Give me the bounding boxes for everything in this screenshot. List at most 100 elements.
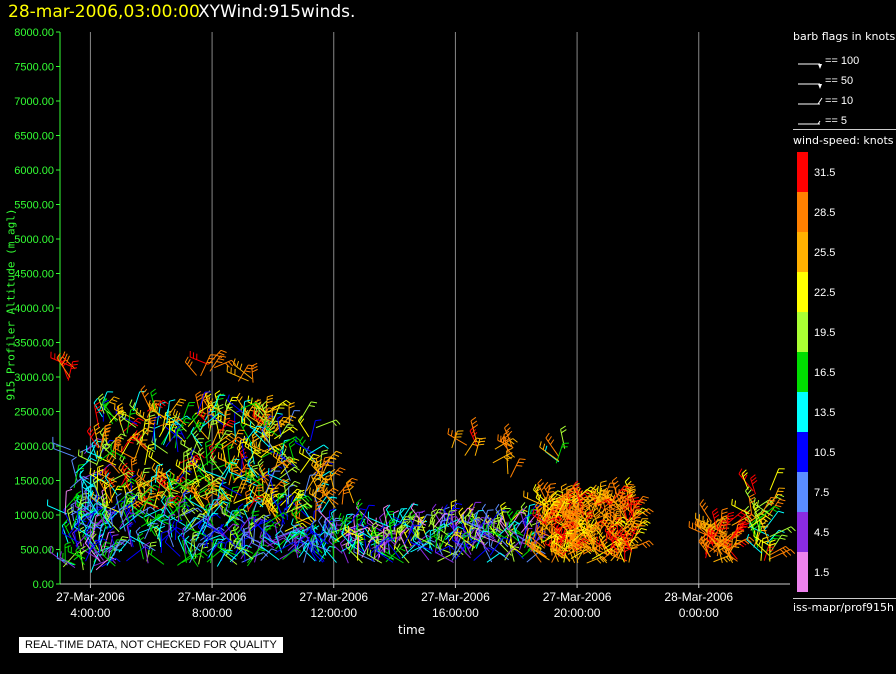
wind-barb-feather xyxy=(197,515,205,519)
wind-barb-feather xyxy=(217,403,224,408)
wind-barb-shaft xyxy=(109,509,114,527)
wind-barb-feather xyxy=(506,456,513,460)
wind-barb-feather xyxy=(609,503,616,508)
wind-barb-shaft xyxy=(524,516,527,534)
wind-barb-feather xyxy=(565,499,572,501)
wind-barb-feather xyxy=(79,469,84,475)
wind-barb-feather xyxy=(240,441,247,444)
wind-barb-feather xyxy=(233,457,238,464)
wind-barb-feather xyxy=(598,505,602,512)
wind-barb-shaft xyxy=(452,527,468,538)
wind-barb-feather xyxy=(575,512,582,514)
wind-barb-shaft xyxy=(118,509,126,532)
wind-barb-feather xyxy=(216,354,223,358)
wind-barb-shaft xyxy=(285,496,288,521)
wind-barb-feather xyxy=(272,405,279,408)
wind-barb-feather xyxy=(329,545,336,549)
wind-barb-feather xyxy=(199,543,206,545)
wind-barb-feather xyxy=(315,500,322,504)
wind-barb-feather xyxy=(778,510,785,514)
wind-barb-feather xyxy=(170,482,177,485)
wind-barb-feather xyxy=(177,428,184,432)
wind-barb-shaft xyxy=(461,539,476,549)
wind-barb-shaft xyxy=(452,535,462,557)
wind-barb-feather xyxy=(741,523,748,526)
x-tick-label-time: 0:00:00 xyxy=(679,606,719,620)
wind-barb-feather xyxy=(331,509,337,514)
wind-barb-feather xyxy=(155,473,162,478)
wind-barb-feather xyxy=(128,471,134,477)
wind-barb-feather xyxy=(161,492,167,498)
wind-barb-shaft xyxy=(203,534,221,542)
wind-barb-feather xyxy=(125,473,131,478)
wind-barb-feather xyxy=(219,497,226,501)
wind-barb-feather xyxy=(65,522,71,528)
wind-barb-feather xyxy=(110,443,113,450)
wind-barb-shaft xyxy=(185,462,188,487)
wind-barb-feather xyxy=(189,462,196,466)
wind-barb-feather xyxy=(165,409,169,416)
wind-barb-feather xyxy=(115,444,122,447)
wind-barb-feather xyxy=(221,479,224,486)
wind-barb-feather xyxy=(777,501,784,505)
wind-barb-shaft xyxy=(253,431,270,448)
barb-legend-title: barb flags in knots xyxy=(793,30,896,43)
wind-barb-feather xyxy=(161,478,165,485)
wind-barb-feather xyxy=(619,522,625,527)
wind-barb-feather xyxy=(233,523,239,527)
wind-barb-feather xyxy=(217,443,224,447)
wind-barb-feather xyxy=(259,549,266,552)
wind-barb-feather xyxy=(148,450,151,457)
wind-barb-feather xyxy=(474,440,481,443)
wind-barb-shaft xyxy=(154,465,158,484)
wind-barb-feather xyxy=(629,488,636,491)
wind-barb-shaft xyxy=(169,520,173,538)
wind-barb-shaft xyxy=(387,541,401,560)
wind-barb-feather xyxy=(249,421,252,428)
wind-barb-feather xyxy=(553,514,560,517)
wind-barb-feather xyxy=(266,493,270,500)
wind-barb-feather xyxy=(144,392,149,398)
wind-barb-feather xyxy=(781,534,788,537)
wind-barb-feather xyxy=(175,475,178,483)
wind-barb-feather xyxy=(336,450,343,455)
wind-barb-feather xyxy=(533,543,536,550)
wind-barb-feather xyxy=(289,458,295,463)
wind-barb-feather xyxy=(418,531,420,538)
wind-barb-shaft xyxy=(79,474,92,495)
wind-barb-feather xyxy=(588,526,594,532)
wind-barb-feather xyxy=(288,484,295,488)
wind-barb-feather xyxy=(734,500,737,507)
wind-barb-feather xyxy=(481,503,486,510)
wind-barb-feather xyxy=(712,532,716,539)
wind-barb-feather xyxy=(198,447,204,452)
wind-barb-feather xyxy=(175,426,181,430)
wind-barb-feather xyxy=(720,524,727,526)
wind-barb-feather xyxy=(597,523,604,528)
wind-barb-feather xyxy=(126,494,133,498)
wind-barb-feather xyxy=(235,537,238,544)
wind-barb-feather xyxy=(468,503,474,509)
wind-barb-feather xyxy=(142,411,145,419)
wind-barb-feather xyxy=(86,426,92,432)
wind-barb-shaft xyxy=(298,401,312,423)
wind-barb-feather xyxy=(534,510,538,517)
wind-barb-feather xyxy=(144,541,151,546)
wind-barb-shaft xyxy=(404,524,415,545)
wind-barb-feather xyxy=(606,550,613,555)
wind-barb-feather xyxy=(164,536,169,543)
wind-barb-feather xyxy=(253,426,257,433)
wind-barb-shaft xyxy=(227,399,243,413)
wind-barb-shaft xyxy=(429,530,431,549)
wind-barb-feather xyxy=(785,545,791,551)
wind-barb-shaft xyxy=(97,463,111,476)
wind-barb-feather xyxy=(145,497,152,502)
wind-barb-feather xyxy=(250,397,253,404)
wind-barb-shaft xyxy=(171,525,186,540)
wind-barb-feather xyxy=(356,517,363,521)
barb-legend-label: == 50 xyxy=(825,75,853,87)
wind-barb-feather xyxy=(564,508,568,515)
wind-barb-feather xyxy=(138,483,144,489)
wind-barb-feather xyxy=(119,505,125,511)
wind-barb-shaft xyxy=(350,508,361,524)
